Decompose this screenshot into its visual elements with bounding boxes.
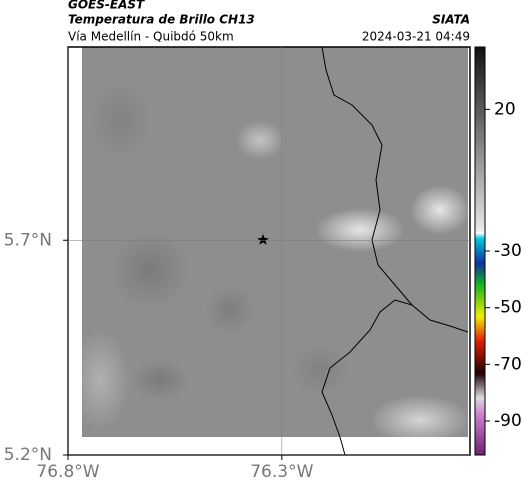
satellite: GOES-EAST (68, 0, 145, 12)
location-marker (257, 234, 269, 245)
colorbar-tick-label: -30 (494, 241, 522, 261)
colorbar-tick-label: -50 (494, 298, 522, 318)
x-tick-label: 76.3°W (250, 462, 313, 482)
y-tick-label: 5.7°N (4, 230, 52, 250)
colorbar-tick-label: -90 (494, 411, 522, 431)
colorbar (474, 46, 486, 456)
colorbar-tick-label: 20 (494, 99, 516, 119)
y-tick-label: 5.2°N (4, 445, 52, 465)
region: Vía Medellín - Quibdó 50km (68, 30, 234, 44)
timestamp: 2024-03-21 04:49 (362, 30, 470, 44)
imagery (82, 47, 468, 437)
border (321, 299, 413, 437)
border (321, 47, 468, 333)
x-tick-label: 76.8°W (36, 462, 99, 482)
colorbar-tick-label: -70 (494, 354, 522, 374)
product: Temperatura de Brillo CH13 (68, 13, 255, 27)
source: SIATA (432, 13, 470, 27)
